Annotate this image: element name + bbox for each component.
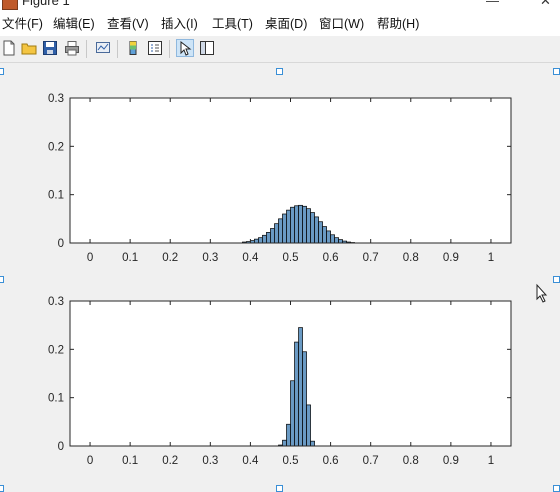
menu-file[interactable]: 文件(F) [2,17,43,31]
x-tick-label: 0.4 [242,455,259,467]
open-file-icon[interactable] [21,40,37,56]
title-bar: Figure 1 — ✕ [0,0,560,12]
histogram-bar [270,228,275,244]
print-icon[interactable] [64,40,80,56]
x-tick-label: 0.7 [363,252,379,264]
y-tick-label: 0.1 [48,393,64,405]
histogram-bar [298,327,303,447]
histogram-bar [290,206,295,244]
x-tick-label: 0.1 [122,252,138,264]
x-tick-label: 0.9 [443,252,459,264]
x-tick-label: 0.6 [323,252,339,264]
matlab-figure-icon [2,0,18,10]
menu-desktop[interactable]: 桌面(D) [265,17,308,31]
histogram-bar [294,205,299,244]
x-tick-label: 0.5 [283,252,299,264]
x-tick-label: 0.7 [363,455,379,467]
toolbar-separator [86,40,87,58]
histogram-bar [266,232,271,244]
selection-handle[interactable] [276,68,283,75]
window-title: Figure 1 [22,0,70,8]
y-tick-label: 0 [58,441,64,453]
selection-handle[interactable] [0,68,4,75]
x-tick-label: 1 [488,455,494,467]
save-icon[interactable] [42,40,58,56]
histogram-bar [282,439,287,447]
figure-toolbar [0,36,560,63]
menu-edit[interactable]: 编辑(E) [53,17,95,31]
link-plot-icon[interactable] [95,40,111,56]
histogram-bar [278,218,283,244]
histogram-bar [338,239,343,244]
x-tick-label: 0.9 [443,455,459,467]
menu-help[interactable]: 帮助(H) [377,17,420,31]
menu-tools[interactable]: 工具(T) [212,17,253,31]
insert-legend-icon[interactable] [147,40,163,56]
y-tick-label: 0.2 [48,344,64,356]
histogram-bar [302,205,307,244]
y-tick-label: 0.1 [48,190,64,202]
histogram-bar [258,237,263,244]
x-tick-label: 0.6 [323,455,339,467]
histogram-axes-bottom[interactable]: 0 0.1 0.2 0.3 0.4 0.5 0.6 0.7 0.8 0.9 1 0 0.1 0.2 0.3 [48,296,512,467]
histogram-bar [306,404,311,447]
histogram-bar [262,234,267,244]
close-button[interactable]: ✕ [540,0,551,8]
menu-window[interactable]: 窗口(W) [319,17,365,31]
y-tick-label: 0.2 [48,141,64,153]
y-tick-label: 0.3 [48,93,64,105]
y-tick-label: 0 [58,238,64,250]
property-inspector-icon[interactable] [199,40,215,56]
minimize-button[interactable]: — [486,0,499,8]
histogram-bar [254,238,259,244]
histogram-bar [274,223,279,244]
histogram-axes-top[interactable]: 0 0.1 0.2 0.3 0.4 0.5 0.6 0.7 0.8 0.9 1 0 0.1 0.2 0.3 [48,93,512,264]
x-tick-label: 0.3 [202,252,218,264]
toolbar-separator [169,40,170,58]
histogram-bar [314,216,319,244]
x-tick-label: 0.8 [403,455,419,467]
histogram-bar [294,341,299,447]
x-tick-label: 1 [488,252,494,264]
x-tick-label: 0.2 [162,252,178,264]
histogram-bar [322,226,327,244]
menu-view[interactable]: 查看(V) [107,17,149,31]
x-tick-label: 0.2 [162,455,178,467]
histogram-bar [334,237,339,244]
histogram-bar [286,423,291,447]
new-figure-icon[interactable] [1,40,17,56]
edit-plot-icon[interactable] [176,39,194,57]
histogram-bar [286,209,291,244]
menu-insert[interactable]: 插入(I) [161,17,198,31]
histogram-bar [318,221,323,244]
y-tick-label: 0.3 [48,296,64,308]
insert-colorbar-icon[interactable] [125,40,141,56]
histogram-bar [302,351,307,447]
x-tick-label: 0 [87,252,93,264]
histogram-bar [326,230,331,244]
histogram-bar [306,208,311,244]
x-tick-label: 0 [87,455,93,467]
x-tick-label: 0.4 [242,252,259,264]
histogram-bar [330,234,335,244]
x-tick-label: 0.5 [283,455,299,467]
menu-bar: 文件(F) 编辑(E) 查看(V) 插入(I) 工具(T) 桌面(D) 窗口(W… [0,12,560,36]
histogram-bar [290,380,295,447]
mouse-pointer-icon [536,283,548,303]
histogram-bar [310,440,315,447]
toolbar-separator [117,40,118,58]
x-tick-label: 0.8 [403,252,419,264]
x-tick-label: 0.3 [202,455,218,467]
x-tick-label: 0.1 [122,455,138,467]
histogram-bar [298,204,303,244]
selection-handle[interactable] [0,276,4,283]
histogram-bar [282,213,287,244]
histogram-bar [310,212,315,244]
